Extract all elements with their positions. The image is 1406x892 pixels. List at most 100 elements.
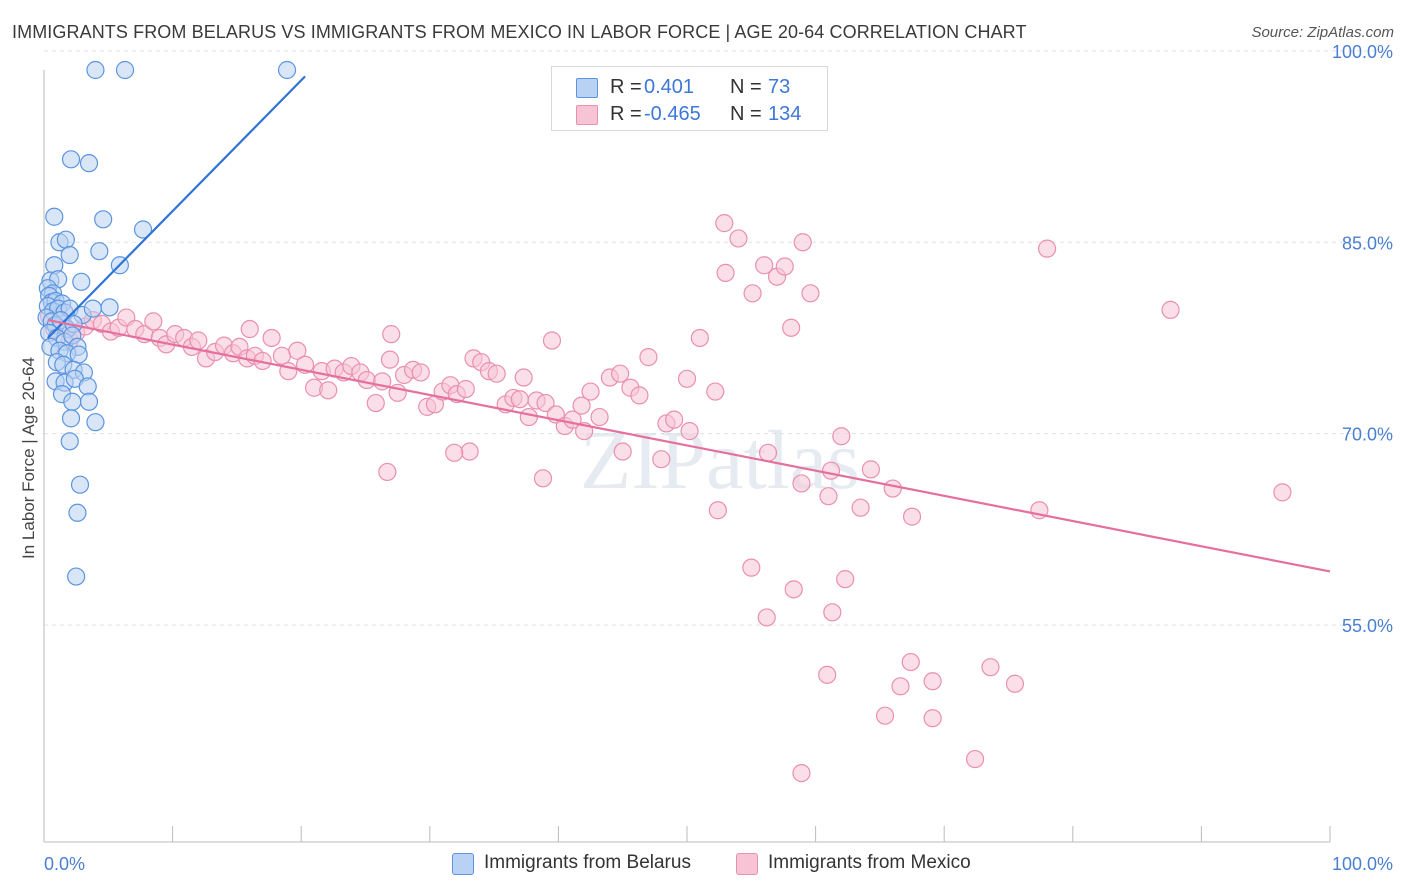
point-mexico bbox=[380, 350, 400, 369]
correlation-legend: R = 0.401 N = 73 R = -0.465 N = 134 bbox=[551, 66, 828, 131]
point-mexico bbox=[782, 318, 801, 337]
point-belarus bbox=[83, 299, 102, 318]
point-mexico bbox=[319, 381, 338, 400]
x-tick-label: 100.0% bbox=[1332, 854, 1393, 874]
point-mexico bbox=[357, 370, 376, 390]
point-mexico bbox=[630, 386, 649, 405]
y-tick-label: 70.0% bbox=[1342, 425, 1393, 445]
point-mexico bbox=[792, 763, 811, 783]
point-belarus bbox=[72, 272, 91, 291]
point-mexico bbox=[965, 749, 985, 769]
legend-label-mexico: Immigrants from Mexico bbox=[768, 852, 971, 873]
point-mexico bbox=[510, 390, 529, 409]
point-mexico bbox=[819, 487, 838, 506]
series-mexico-points bbox=[40, 214, 1292, 783]
series-belarus-points bbox=[37, 60, 297, 586]
legend-n-label: N = bbox=[730, 76, 762, 98]
point-belarus bbox=[133, 220, 153, 239]
point-mexico bbox=[1005, 674, 1025, 693]
point-mexico bbox=[792, 474, 811, 493]
legend-swatch-belarus bbox=[452, 853, 474, 875]
point-mexico bbox=[272, 346, 292, 365]
point-mexico bbox=[665, 410, 684, 429]
point-mexico bbox=[775, 257, 794, 276]
point-mexico bbox=[923, 709, 942, 728]
point-mexico bbox=[445, 443, 464, 462]
point-belarus bbox=[60, 245, 79, 265]
point-mexico bbox=[758, 443, 778, 462]
point-mexico bbox=[706, 382, 725, 401]
point-belarus bbox=[86, 60, 105, 80]
point-belarus bbox=[78, 377, 97, 396]
point-mexico bbox=[902, 507, 922, 526]
legend-swatch-mexico bbox=[576, 105, 598, 125]
point-mexico bbox=[729, 229, 748, 248]
point-mexico bbox=[784, 580, 803, 599]
y-tick-label: 85.0% bbox=[1342, 233, 1393, 253]
point-belarus bbox=[90, 242, 109, 261]
point-mexico bbox=[460, 442, 479, 461]
legend-n-label: N = bbox=[730, 103, 762, 125]
point-mexico bbox=[923, 672, 942, 691]
point-mexico bbox=[366, 393, 385, 413]
point-mexico bbox=[755, 256, 774, 275]
trend-line-mexico bbox=[47, 319, 1331, 573]
point-belarus bbox=[68, 503, 87, 522]
point-mexico bbox=[708, 501, 727, 520]
point-belarus bbox=[56, 230, 75, 249]
trend-line-belarus bbox=[47, 75, 306, 339]
point-mexico bbox=[891, 677, 910, 696]
point-mexico bbox=[519, 407, 538, 427]
point-mexico bbox=[189, 331, 208, 350]
legend-r-label: R = bbox=[610, 76, 642, 98]
point-mexico bbox=[875, 706, 895, 725]
point-mexico bbox=[981, 658, 1000, 677]
point-mexico bbox=[1037, 239, 1057, 258]
y-tick-label: 100.0% bbox=[1332, 42, 1393, 62]
point-mexico bbox=[652, 450, 671, 469]
point-belarus bbox=[45, 207, 64, 226]
point-mexico bbox=[1273, 483, 1292, 502]
point-belarus bbox=[63, 392, 82, 411]
point-belarus bbox=[79, 392, 99, 411]
point-mexico bbox=[581, 382, 600, 401]
point-belarus bbox=[100, 298, 119, 317]
point-belarus bbox=[61, 150, 81, 169]
point-belarus bbox=[70, 475, 90, 494]
point-mexico bbox=[901, 652, 920, 672]
point-mexico bbox=[832, 427, 851, 446]
point-mexico bbox=[836, 570, 855, 589]
point-mexico bbox=[613, 442, 632, 461]
point-mexico bbox=[715, 214, 734, 233]
legend-label-belarus: Immigrants from Belarus bbox=[484, 852, 691, 873]
point-belarus bbox=[61, 409, 81, 428]
chart-title: IMMIGRANTS FROM BELARUS VS IMMIGRANTS FR… bbox=[12, 22, 1027, 42]
point-mexico bbox=[514, 368, 533, 387]
point-mexico bbox=[680, 422, 699, 441]
point-mexico bbox=[1161, 300, 1180, 319]
point-mexico bbox=[572, 396, 591, 415]
point-mexico bbox=[757, 608, 776, 627]
point-belarus bbox=[115, 60, 135, 80]
watermark: ZIPatlas bbox=[580, 414, 860, 507]
point-belarus bbox=[67, 567, 86, 586]
point-belarus bbox=[69, 345, 88, 364]
point-mexico bbox=[823, 603, 842, 622]
point-mexico bbox=[382, 325, 401, 344]
point-mexico bbox=[456, 379, 475, 399]
y-axis-label: In Labor Force | Age 20-64 bbox=[19, 357, 38, 559]
legend-row-belarus: R = 0.401 N = 73 bbox=[552, 74, 827, 100]
point-belarus bbox=[94, 210, 113, 229]
point-mexico bbox=[288, 341, 307, 360]
point-mexico bbox=[743, 284, 762, 303]
point-mexico bbox=[611, 364, 630, 383]
point-mexico bbox=[411, 363, 430, 382]
point-mexico bbox=[883, 479, 902, 498]
gridlines bbox=[44, 50, 1395, 626]
legend-r-value: -0.465 bbox=[644, 103, 701, 125]
chart-source: Source: ZipAtlas.com bbox=[1251, 24, 1394, 41]
point-mexico bbox=[818, 665, 837, 684]
point-belarus bbox=[86, 413, 105, 432]
legend-n-value: 73 bbox=[768, 76, 791, 98]
